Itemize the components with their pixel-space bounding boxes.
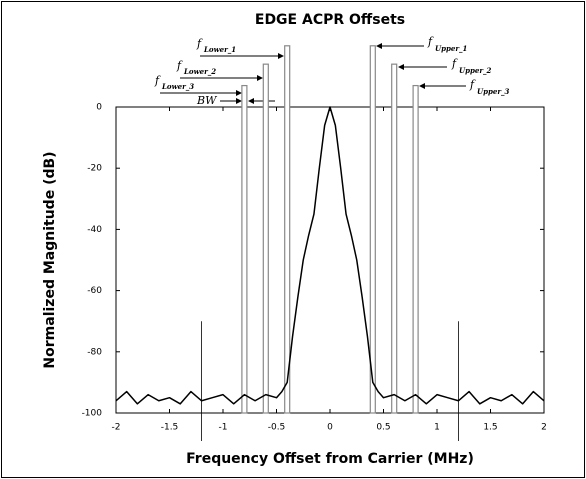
plot-frame bbox=[115, 106, 545, 414]
annotation-sub: Upper_3 bbox=[477, 87, 510, 96]
annotation: BW bbox=[196, 94, 218, 107]
x-tick-label: 2 bbox=[541, 423, 547, 433]
annotation: f bbox=[176, 59, 183, 72]
annotation: f bbox=[196, 37, 203, 50]
spectrum-line bbox=[115, 106, 545, 405]
x-tick-label: -0.5 bbox=[268, 423, 286, 433]
y-tick-label: -40 bbox=[87, 225, 102, 235]
annotation-sub: Lower_2 bbox=[183, 67, 216, 76]
offset-bar bbox=[412, 84, 419, 414]
annotation-sub: Lower_3 bbox=[161, 82, 194, 91]
y-tick-label: -100 bbox=[82, 409, 103, 419]
x-tick-label: -1.5 bbox=[161, 423, 179, 433]
x-axis-label: Frequency Offset from Carrier (MHz) bbox=[186, 451, 474, 467]
offset-bar bbox=[262, 63, 269, 414]
x-tick-label: 0.5 bbox=[376, 423, 390, 433]
annotation-sub: Upper_2 bbox=[459, 66, 492, 75]
x-tick-label: 1.5 bbox=[483, 423, 497, 433]
x-tick-label: -2 bbox=[112, 423, 121, 433]
y-tick-label: 0 bbox=[96, 103, 102, 113]
x-tick-label: 0 bbox=[327, 423, 333, 433]
annotation-sub: Lower_1 bbox=[203, 45, 236, 54]
y-tick-label: -60 bbox=[87, 286, 102, 296]
offset-bar bbox=[284, 45, 291, 414]
offset-bar bbox=[391, 63, 398, 414]
annotations: f Lower_1 f Lower_2 f Lower_3 BW f Upper… bbox=[154, 35, 510, 107]
annotation: f bbox=[451, 57, 458, 70]
annotation: f bbox=[427, 35, 434, 48]
x-tick-label: -1 bbox=[219, 423, 228, 433]
annotation: f bbox=[469, 78, 476, 91]
y-tick-label: -80 bbox=[87, 347, 102, 357]
y-tick-label: -20 bbox=[87, 164, 102, 174]
annotation-sub: Upper_1 bbox=[435, 44, 467, 53]
chart-title: EDGE ACPR Offsets bbox=[255, 12, 405, 28]
offset-bar bbox=[369, 45, 376, 414]
offset-bar bbox=[241, 84, 248, 414]
annotation: f bbox=[154, 74, 161, 87]
y-axis-label: Normalized Magnitude (dB) bbox=[42, 151, 58, 368]
x-tick-label: 1 bbox=[434, 423, 440, 433]
